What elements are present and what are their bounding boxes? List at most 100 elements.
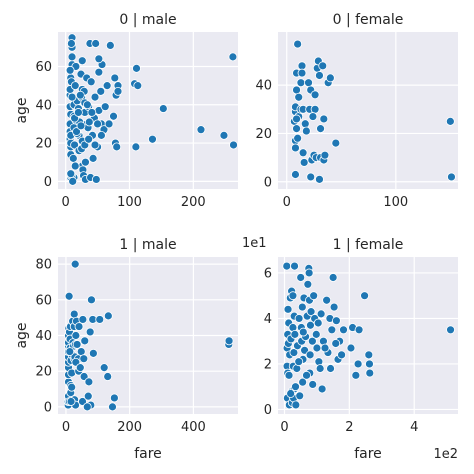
y-tick-label: 40 [35, 329, 52, 344]
scatter-point [337, 350, 346, 360]
scatter-point [310, 104, 320, 114]
scatter-point [148, 134, 157, 144]
scatter-point [313, 318, 323, 328]
y-tick-label: 20 [255, 127, 272, 142]
scatter-point [304, 78, 313, 88]
scatter-point [331, 138, 341, 148]
y-tick-label: 20 [35, 137, 52, 152]
scatter-point [316, 309, 326, 319]
scatter-point [90, 140, 100, 150]
scatter-point [309, 291, 319, 301]
scatter-point [326, 364, 335, 373]
scatter-point [317, 384, 327, 394]
scatter-point [64, 291, 74, 301]
scatter-point [310, 90, 320, 100]
y-tick-label: 0 [264, 403, 272, 418]
y-tick-label: 80 [35, 258, 52, 273]
x-tick-label: 2 [345, 420, 353, 435]
scatter-point [364, 350, 374, 360]
scatter-point [97, 130, 106, 140]
scatter-point [291, 382, 300, 392]
scatter-point [318, 61, 328, 71]
y-tick-label: 6 [264, 266, 272, 281]
scatter-point [96, 86, 106, 96]
facet-panel-3: 0 200 400 0 20 40 60 80 1 | male age fare [14, 237, 238, 462]
scatter-point [346, 343, 356, 353]
scatter-point [67, 382, 77, 392]
scatter-point [291, 143, 300, 153]
scatter-point [446, 325, 455, 335]
y-tick-label: 0 [44, 400, 52, 415]
scatter-point [228, 52, 238, 62]
scatter-point [322, 295, 332, 305]
scatter-point [299, 158, 309, 167]
scatter-point [67, 39, 76, 48]
scatter-point [304, 268, 314, 278]
scatter-point [293, 133, 303, 143]
scatter-point [108, 402, 117, 412]
x-tick-label: 4 [410, 420, 418, 435]
scatter-point [297, 61, 307, 71]
scatter-point [95, 315, 105, 324]
scatter-point [293, 39, 303, 49]
x-tick-label: 0 [62, 195, 70, 210]
scatter-point [70, 140, 79, 150]
scatter-point [306, 172, 316, 182]
scatter-point [113, 86, 123, 96]
y-offset-label: 1e1 [242, 236, 267, 251]
scatter-point [80, 336, 90, 346]
scatter-point [105, 41, 115, 50]
scatter-point [296, 78, 306, 88]
x-tick-label: 200 [181, 195, 206, 210]
scatter-point [291, 400, 301, 410]
scatter-point [131, 142, 141, 152]
scatter-point [351, 370, 361, 380]
scatter-point [94, 67, 104, 77]
scatter-point [294, 92, 304, 102]
scatter-point [308, 380, 318, 389]
scatter-point [327, 325, 337, 335]
scatter-point [295, 391, 305, 401]
facet-panel-2: 0 100 0 20 40 0 | female [255, 12, 458, 210]
scatter-point [93, 119, 102, 129]
scatter-point [104, 119, 114, 129]
y-tick-label: 0 [44, 175, 52, 190]
scatter-point [319, 114, 329, 124]
facet-panel-4: 0 2 4 0 2 4 6 1 | female fare 1e1 1e2 [242, 236, 458, 462]
scatter-point [67, 52, 77, 62]
scatter-point [320, 150, 330, 160]
scatter-point [353, 359, 363, 369]
y-tick-label: 60 [35, 293, 52, 308]
scatter-point [331, 316, 341, 326]
scatter-point [291, 170, 300, 179]
x-tick-label: 100 [383, 195, 408, 210]
scatter-point [365, 368, 375, 378]
scatter-point [75, 363, 85, 373]
scatter-point [82, 402, 92, 412]
scatter-point [110, 73, 120, 83]
scatter-point [133, 81, 143, 91]
scatter-point [70, 161, 80, 171]
scatter-point [132, 63, 141, 73]
scatter-point [305, 350, 315, 360]
scatter-point [296, 273, 306, 282]
x-axis-label: fare [134, 446, 162, 462]
scatter-point [331, 339, 341, 348]
scatter-point [66, 397, 76, 406]
scatter-point [292, 114, 301, 124]
scatter-point [84, 134, 94, 144]
scatter-point [87, 295, 96, 305]
scatter-point [158, 104, 168, 113]
x-tick-label: 0 [283, 195, 291, 210]
scatter-point [68, 153, 78, 163]
x-tick-label: 0 [62, 420, 70, 435]
scatter-point [447, 172, 456, 182]
scatter-point [292, 124, 301, 134]
scatter-point [294, 314, 304, 323]
scatter-point [87, 108, 97, 117]
scatter-point [68, 176, 78, 186]
x-axis-label: fare [354, 446, 382, 462]
y-tick-label: 0 [264, 175, 272, 190]
scatter-point [298, 148, 308, 158]
